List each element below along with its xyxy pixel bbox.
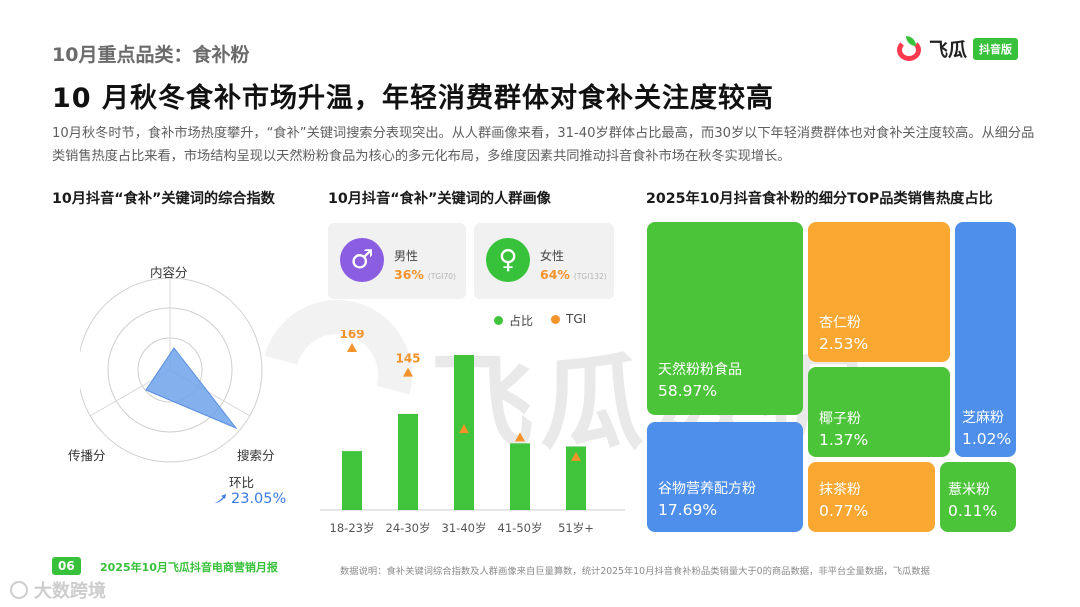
brand-logo: 飞瓜 抖音版 [897,35,1019,62]
tile-pct: 0.77% [819,502,869,520]
radar-chart [80,277,263,463]
page-title: 10 月秋冬食补市场升温，年轻消费群体对食补关注度较高 [52,83,774,114]
treemap-tile-grain: 谷物营养配方粉 17.69% [647,422,803,532]
radar-axis-label-content: 内容分 [150,265,188,280]
report-name: 2025年10月飞瓜抖音电商营销月报 [100,561,278,574]
radar-axis-label-search: 搜索分 [237,448,275,463]
female-pct: 64% [540,267,570,282]
legend-tgi-dot [551,314,560,324]
watermark-badge-icon [10,581,28,599]
corner-watermark-text: 大数跨境 [34,581,106,602]
female-label: 女性 [540,249,565,263]
tgi-marker-2 [403,367,413,377]
growth-label: 环比 [229,475,255,490]
treemap-tile-matcha: 抹茶粉 0.77% [808,462,935,532]
intro-paragraph: 10月秋冬时节，食补市场热度攀升，“食补”关键词搜索分表现突出。从人群画像来看，… [52,126,1035,164]
tile-name: 椰子粉 [819,411,861,427]
logo-text: 飞瓜 [929,39,968,61]
tile-pct: 17.69% [658,501,718,519]
melon-logo-icon [897,35,923,62]
male-label: 男性 [394,249,419,263]
female-tgi: (TGI132) [573,272,607,281]
male-pct: 36% [394,267,424,282]
radar-title: 10月抖音“食补”关键词的综合指数 [52,191,275,207]
legend-tgi: TGI [551,312,586,326]
male-card: ♂ 男性 36% (TGI70) [328,223,466,299]
age-bar-chart: 169 18-23岁 145 24-30岁 31-40岁 41-50岁 51岁+ [320,330,625,535]
tile-pct: 58.97% [658,382,718,400]
treemap-title: 2025年10月抖音食补粉的细分TOP品类销售热度占比 [646,191,993,207]
x-tick-label-4: 41-50岁 [498,521,543,535]
tile-name: 天然粉粉食品 [658,362,742,378]
tgi-marker-5 [571,451,581,461]
corner-watermark: 大数跨境 [10,577,106,603]
data-footnote: 数据说明：食补关键词综合指数及人群画像来自巨量算数，统计2025年10月抖音食补… [340,566,930,577]
demographics-title: 10月抖音“食补”关键词的人群画像 [328,191,551,207]
bar-2 [398,413,418,510]
radar-axis-label-spread: 传播分 [68,448,106,463]
legend-share: 占比 [494,312,533,329]
treemap-tile-sesame: 芝麻粉 1.02% [955,222,1016,457]
tile-name: 谷物营养配方粉 [658,481,756,497]
bar-1 [342,451,362,510]
tgi-label-1: 169 [339,330,364,341]
male-tgi: (TGI70) [427,272,456,281]
female-card: ♀ 女性 64% (TGI132) [474,223,614,299]
tile-pct: 0.11% [948,502,998,520]
x-tick-label-2: 24-30岁 [386,521,431,535]
tgi-marker-4 [515,432,525,442]
x-tick-label-3: 31-40岁 [442,521,487,535]
treemap-tile-coix: 薏米粉 0.11% [940,462,1016,532]
legend-tgi-label: TGI [566,312,587,326]
tgi-marker-3 [459,424,469,434]
tile-pct: 2.53% [819,335,869,353]
tile-name: 抹茶粉 [819,482,861,498]
tile-name: 薏米粉 [948,482,990,498]
legend-share-dot [494,316,503,325]
tile-name: 芝麻粉 [962,410,1004,426]
female-symbol-icon: ♀ [486,238,530,282]
page-number: 06 [52,557,81,575]
x-tick-label-1: 18-23岁 [330,521,375,535]
tgi-label-2: 145 [395,352,420,366]
growth-value: 23.05% [231,491,287,507]
radar-polygon [145,347,238,430]
treemap-tile-almond: 杏仁粉 2.53% [808,222,950,362]
tgi-marker-1 [347,343,357,352]
tile-pct: 1.02% [962,430,1012,448]
legend-share-label: 占比 [509,314,534,328]
x-tick-label-5: 51岁+ [558,521,594,535]
section-label: 10月重点品类：食补粉 [52,44,250,66]
tile-name: 杏仁粉 [819,315,861,331]
bar-5 [566,446,586,510]
growth-indicator: 环比 23.05% [213,472,286,507]
logo-badge: 抖音版 [973,37,1019,60]
trend-up-icon [214,494,226,503]
treemap-tile-coconut: 椰子粉 1.37% [808,367,950,457]
tile-pct: 1.37% [819,431,869,449]
bar-4 [510,443,530,510]
treemap-tile-natural: 天然粉粉食品 58.97% [647,222,803,415]
male-symbol-icon: ♂ [340,238,384,282]
